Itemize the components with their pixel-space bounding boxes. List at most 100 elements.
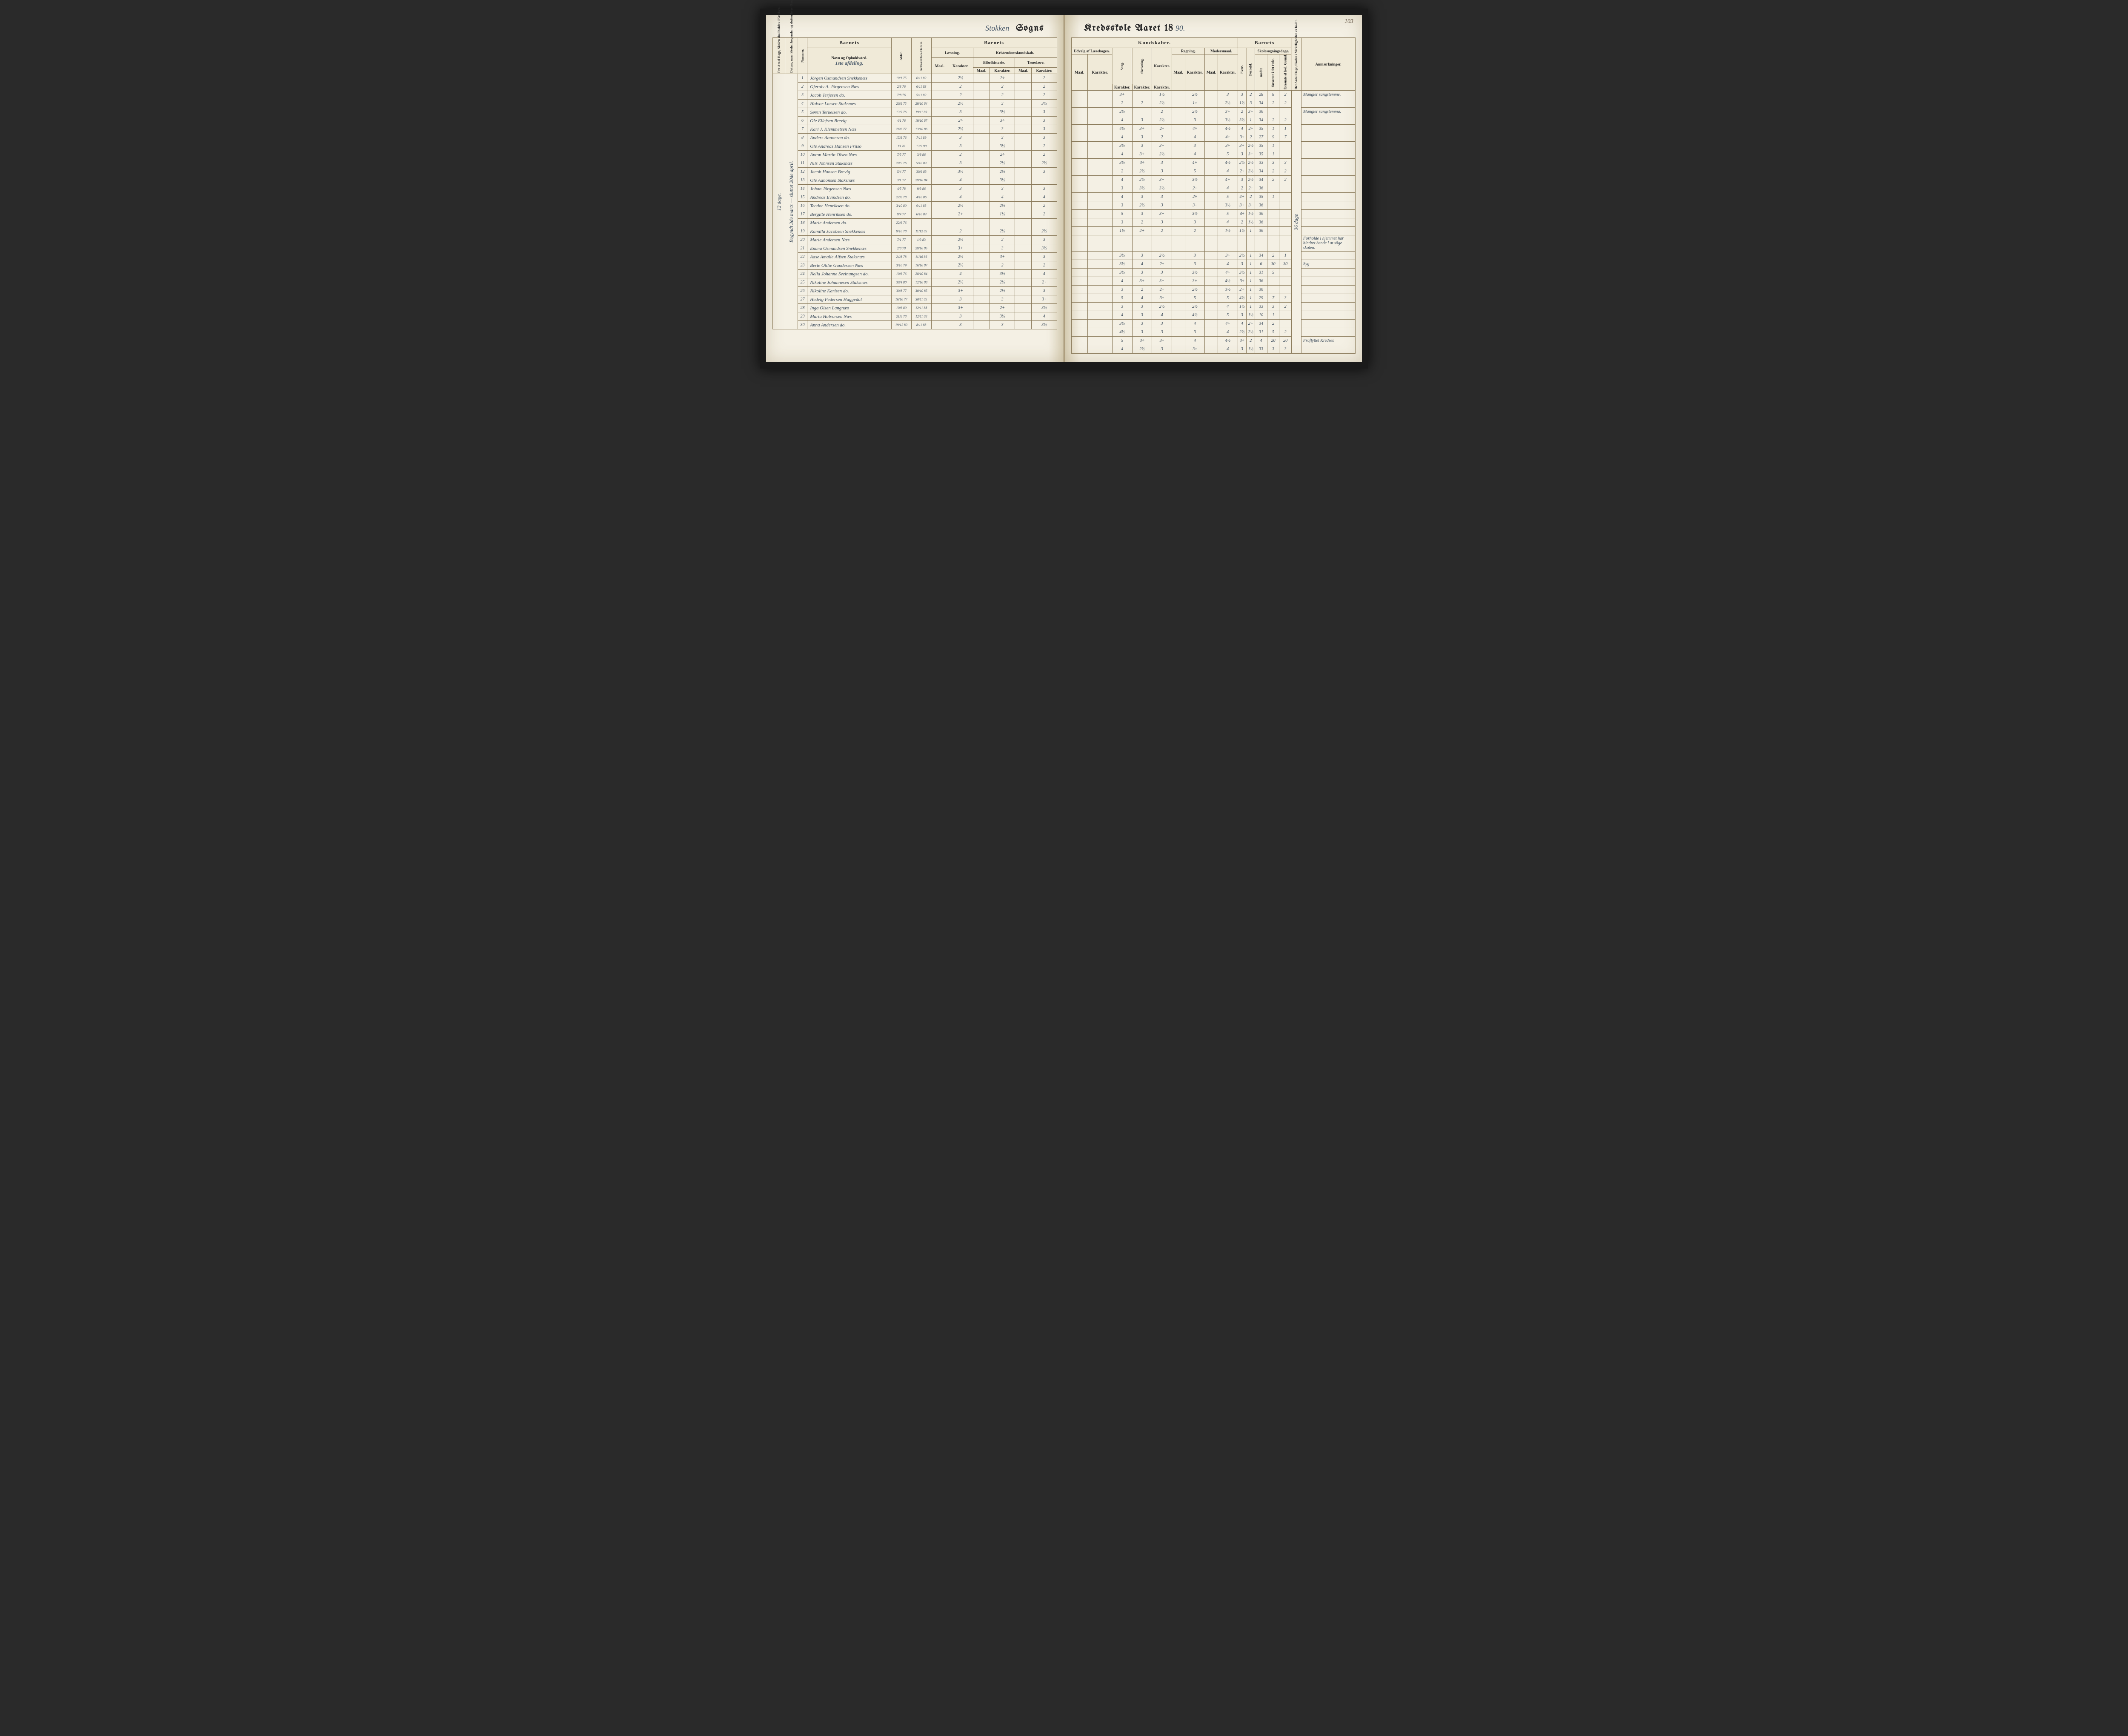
mod-kar: 3½ xyxy=(1218,201,1238,210)
reg-maal xyxy=(1172,116,1185,125)
read-kar: 3+ xyxy=(948,244,973,253)
bibel-kar: 3½ xyxy=(990,312,1015,321)
reg-kar: 2½ xyxy=(1185,91,1205,99)
skriv-kar2: 2½ xyxy=(1152,252,1172,260)
mod-maal xyxy=(1205,252,1218,260)
mod-kar: 4 xyxy=(1218,184,1238,193)
mod-kar: 3½ xyxy=(1218,286,1238,294)
remark xyxy=(1301,133,1356,142)
bibel-maal xyxy=(973,100,990,108)
row-number: 1 xyxy=(798,74,807,83)
col-bibel-maal: Maal. xyxy=(973,68,990,74)
student-name: Bergitte Henriksen do. xyxy=(807,210,891,219)
read-maal xyxy=(931,219,948,227)
fors-lovl xyxy=(1279,184,1291,193)
fors-lovl: 3 xyxy=(1279,345,1291,354)
forhold: 2÷ xyxy=(1246,184,1255,193)
forhold: 1 xyxy=(1246,269,1255,277)
skriv-kar xyxy=(1132,108,1152,116)
udv-maal xyxy=(1071,201,1087,210)
modte: 36 xyxy=(1255,210,1267,218)
modte: 34 xyxy=(1255,116,1267,125)
row-number: 11 xyxy=(798,159,807,168)
table-row: 1½2+221½1½136 xyxy=(1071,227,1356,235)
fors-lovl xyxy=(1279,193,1291,201)
student-name: Marie Andersen do. xyxy=(807,219,891,227)
fors-hele: 2 xyxy=(1267,320,1279,328)
fors-hele: 3 xyxy=(1267,345,1279,354)
udv-maal xyxy=(1071,218,1087,227)
bibel-maal xyxy=(973,185,990,193)
age: 20/2 76 xyxy=(891,159,911,168)
udv-maal xyxy=(1071,320,1087,328)
udv-kar xyxy=(1087,294,1112,303)
read-kar: 2½ xyxy=(948,253,973,261)
udv-kar xyxy=(1087,184,1112,193)
modte: 33 xyxy=(1255,159,1267,167)
troes-kar: 3 xyxy=(1032,108,1057,117)
sang-kar: 5 xyxy=(1112,294,1132,303)
fors-hele: 1 xyxy=(1267,311,1279,320)
table-row: 3½3÷34+4½2½2½3333 xyxy=(1071,159,1356,167)
mod-kar: 2½ xyxy=(1218,99,1238,108)
forhold: 3÷ xyxy=(1246,201,1255,210)
row-number: 2 xyxy=(798,83,807,91)
row-number: 9 xyxy=(798,142,807,151)
read-kar: 3 xyxy=(948,142,973,151)
reg-maal xyxy=(1172,125,1185,133)
sang-kar xyxy=(1112,235,1132,252)
reg-maal xyxy=(1172,311,1185,320)
fors-lovl xyxy=(1279,269,1291,277)
skriv-kar: 2 xyxy=(1132,218,1152,227)
reg-maal xyxy=(1172,218,1185,227)
troes-maal xyxy=(1015,219,1032,227)
skriv-kar: 2 xyxy=(1132,99,1152,108)
troes-kar xyxy=(1032,219,1057,227)
fors-hele xyxy=(1267,184,1279,193)
fors-lovl xyxy=(1279,218,1291,227)
read-maal xyxy=(931,295,948,304)
troes-maal xyxy=(1015,108,1032,117)
age: 10/6 76 xyxy=(891,270,911,278)
mod-kar: 4 xyxy=(1218,167,1238,176)
table-row: 29Marta Halvorsen Næs21/8 7812/11 8833½4 xyxy=(773,312,1057,321)
mod-maal xyxy=(1205,201,1218,210)
year-hand: 90. xyxy=(1176,24,1185,32)
sang-kar: 3½ xyxy=(1112,260,1132,269)
skriv-kar: 3 xyxy=(1132,320,1152,328)
reg-kar: 3 xyxy=(1185,252,1205,260)
col-alder: Alder. xyxy=(891,38,911,74)
mod-maal xyxy=(1205,337,1218,345)
row-number: 4 xyxy=(798,100,807,108)
bibel-maal xyxy=(973,142,990,151)
entry-date: 19/10 87 xyxy=(911,117,931,125)
reg-maal xyxy=(1172,286,1185,294)
age: 24/8 78 xyxy=(891,253,911,261)
fors-hele: 1 xyxy=(1267,193,1279,201)
modte: 36 xyxy=(1255,218,1267,227)
student-name: Søren Terkelsen do. xyxy=(807,108,891,117)
fors-hele xyxy=(1267,201,1279,210)
troes-maal xyxy=(1015,236,1032,244)
udv-maal xyxy=(1071,252,1087,260)
skriv-kar: 2 xyxy=(1132,286,1152,294)
table-row: 222½1÷2½1½33422 xyxy=(1071,99,1356,108)
row-number: 3 xyxy=(798,91,807,100)
troes-maal xyxy=(1015,142,1032,151)
col-mod-kar: Karakter. xyxy=(1218,54,1238,91)
bibel-kar xyxy=(990,219,1015,227)
troes-maal xyxy=(1015,253,1032,261)
mod-kar: 3÷ xyxy=(1218,142,1238,150)
read-kar xyxy=(948,219,973,227)
remark xyxy=(1301,99,1356,108)
entry-date: 9/3 86 xyxy=(911,185,931,193)
table-row: 2Gjerulv A. Jörgensen Næs2/3 766/11 8322… xyxy=(773,83,1057,91)
table-row: 533+3½54÷1½36 xyxy=(1071,210,1356,218)
mod-maal xyxy=(1205,167,1218,176)
fors-lovl: 3 xyxy=(1279,294,1291,303)
skriv-kar xyxy=(1132,91,1152,99)
reg-maal xyxy=(1172,227,1185,235)
udv-kar xyxy=(1087,142,1112,150)
mod-kar: 4½ xyxy=(1218,337,1238,345)
troes-maal xyxy=(1015,202,1032,210)
